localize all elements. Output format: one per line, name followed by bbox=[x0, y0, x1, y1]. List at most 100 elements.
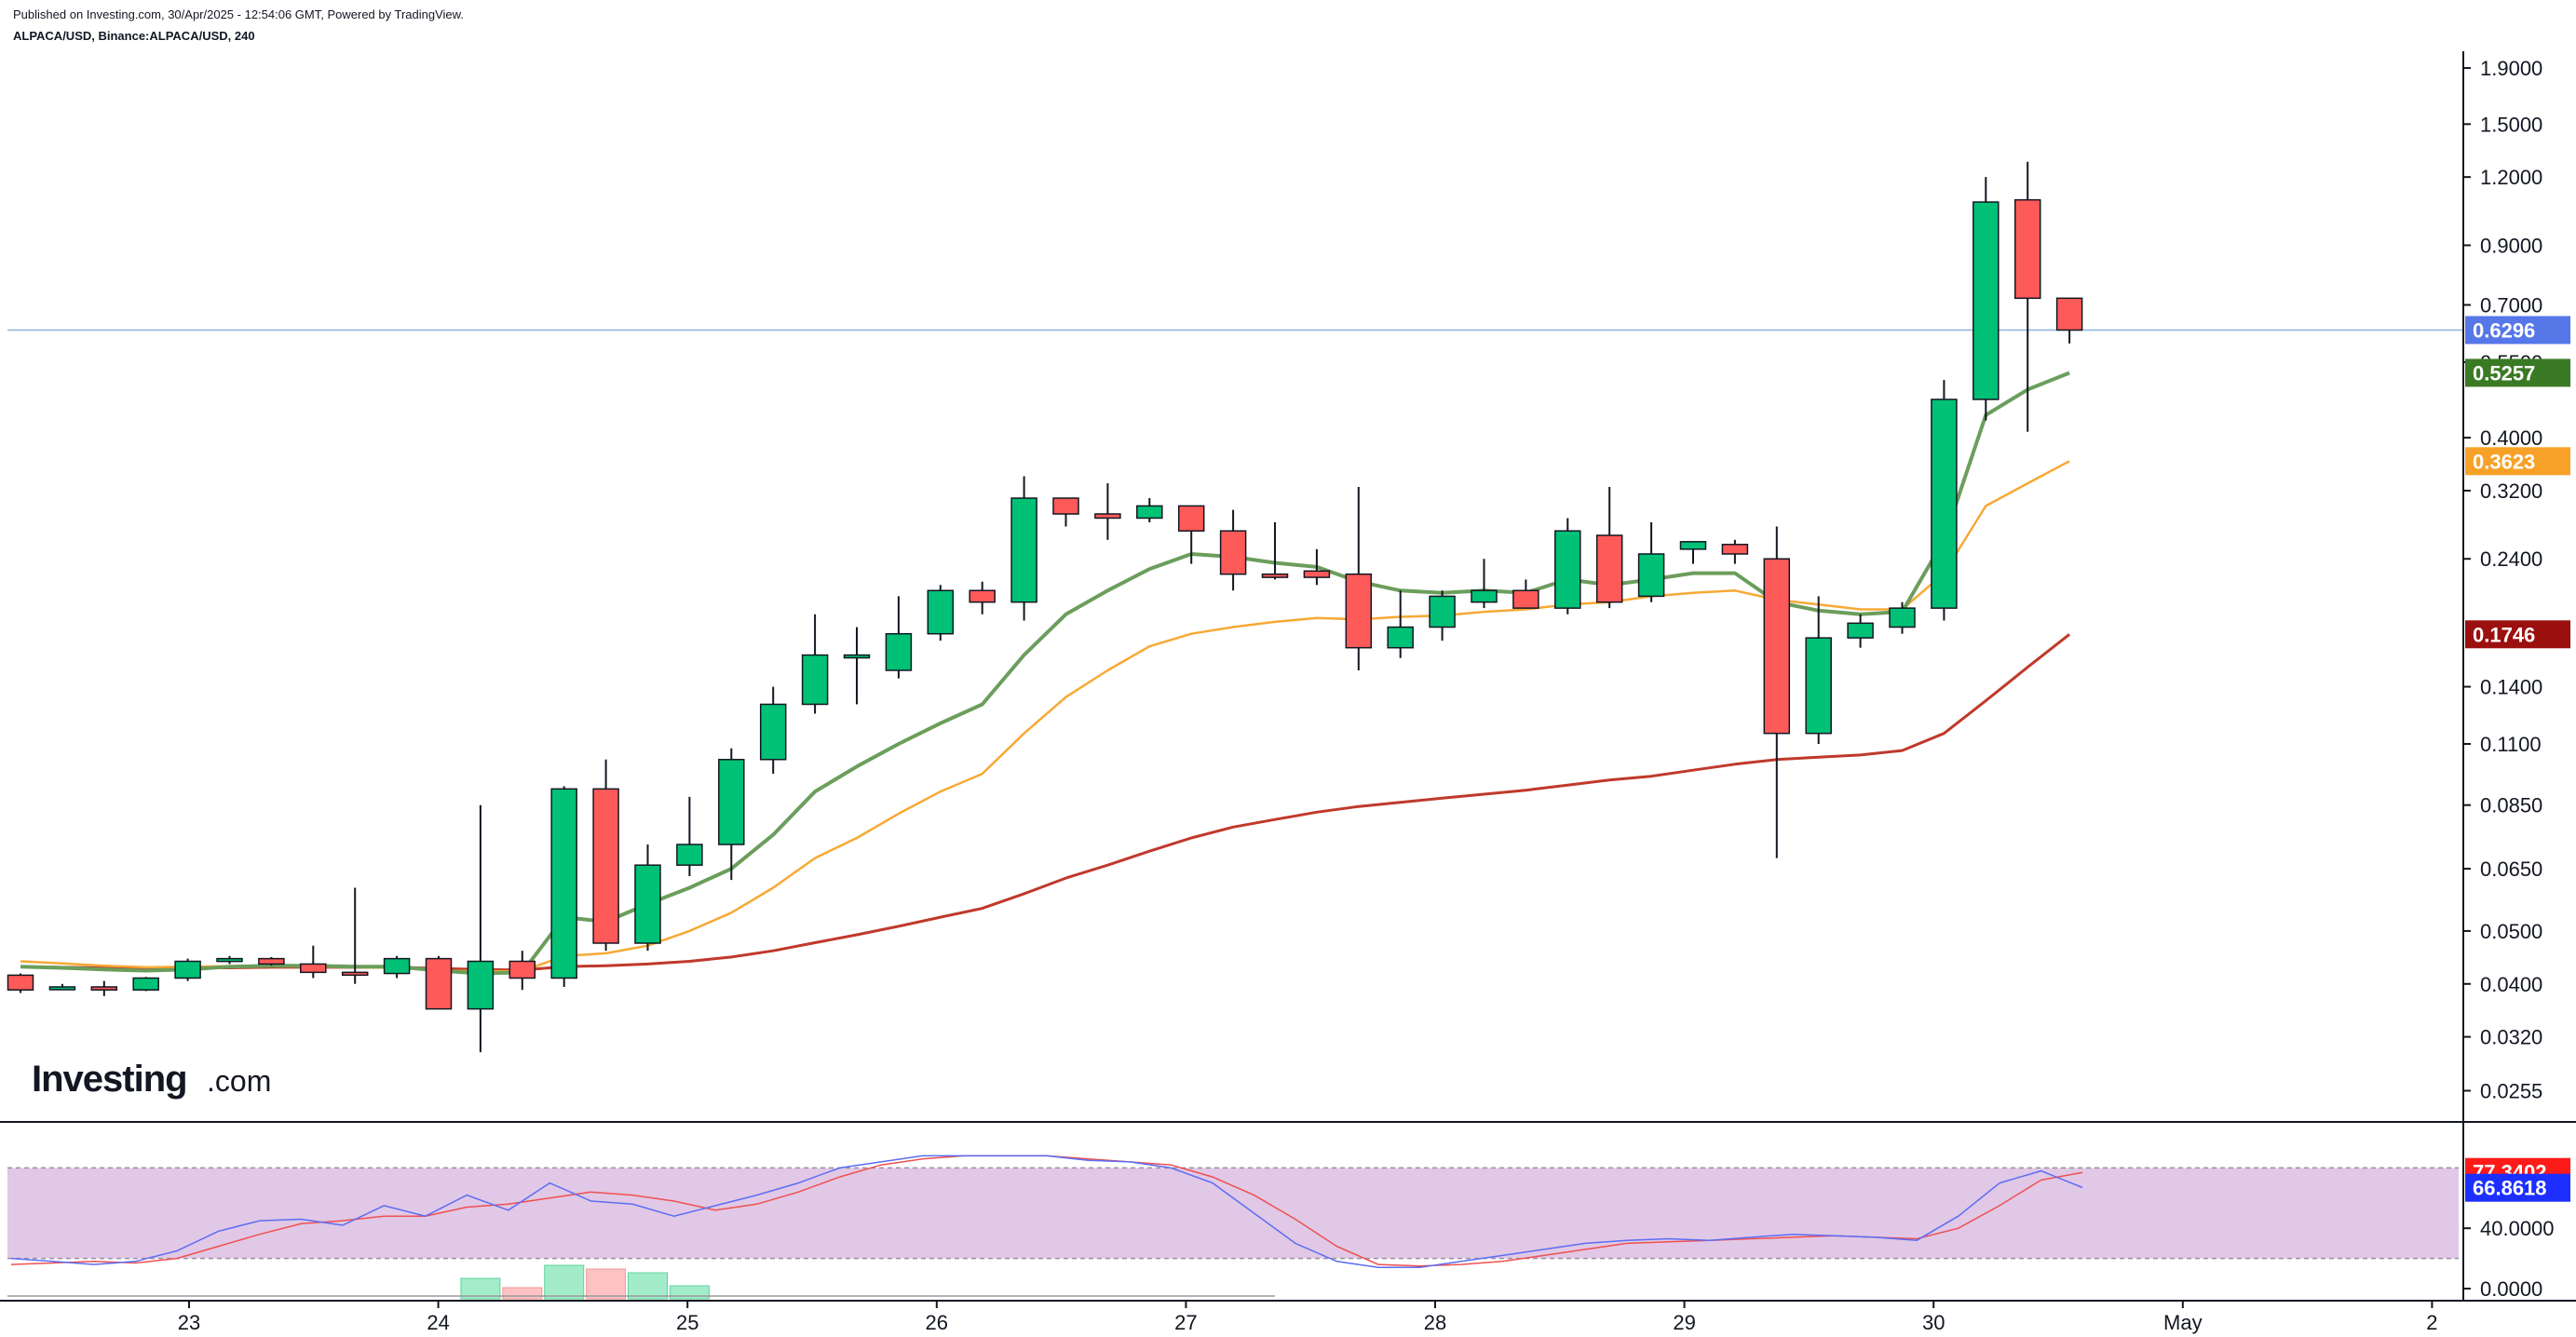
ema-fast-tag-bg bbox=[2465, 358, 2570, 387]
candle-body bbox=[1052, 497, 1079, 515]
candle-body bbox=[634, 864, 661, 944]
histogram-bar bbox=[669, 1285, 710, 1300]
candle bbox=[1303, 548, 1331, 586]
price-tick-label: 0.1400 bbox=[2480, 676, 2542, 699]
histogram-bar bbox=[460, 1277, 501, 1300]
histogram-bar bbox=[544, 1264, 585, 1300]
time-tick-label: 28 bbox=[1424, 1311, 1446, 1334]
candle-body bbox=[1805, 637, 1832, 735]
candle bbox=[759, 686, 787, 775]
time-tick-label: 24 bbox=[427, 1311, 449, 1334]
price-tick-label: 0.3200 bbox=[2480, 479, 2542, 503]
ema-slow-tag-bg bbox=[2465, 620, 2570, 649]
candle bbox=[1889, 601, 1916, 634]
ema-fast-tag: 0.5257 bbox=[2465, 358, 2570, 387]
candle bbox=[300, 945, 327, 979]
stoch-k-tag: 66.8618 bbox=[2465, 1173, 2570, 1202]
candle-body bbox=[1931, 398, 1958, 609]
candle bbox=[676, 796, 703, 877]
price-tick-label: 0.9000 bbox=[2480, 234, 2542, 257]
ema-mid-tag: 0.3623 bbox=[2465, 447, 2570, 476]
published-note: Published on Investing.com, 30/Apr/2025 … bbox=[13, 7, 464, 21]
candle-body bbox=[1471, 589, 1498, 603]
ema-mid-tag-bg bbox=[2465, 447, 2570, 476]
price-tick-label: 0.7000 bbox=[2480, 293, 2542, 317]
candle bbox=[7, 973, 34, 993]
candle-body bbox=[1763, 558, 1791, 735]
time-tick-label: 26 bbox=[926, 1311, 948, 1334]
price-tick-label: 0.0255 bbox=[2480, 1079, 2542, 1102]
price-tick-label: 1.2000 bbox=[2480, 166, 2542, 189]
candle bbox=[1512, 579, 1539, 609]
candle-body bbox=[1219, 530, 1247, 575]
candle-body bbox=[1136, 505, 1163, 520]
candle bbox=[132, 977, 159, 992]
candle-body bbox=[1679, 541, 1707, 550]
candle bbox=[1595, 486, 1623, 609]
candle-body bbox=[1387, 626, 1414, 649]
stochastic-histogram bbox=[7, 1264, 1275, 1300]
price-tick-label: 0.4000 bbox=[2480, 426, 2542, 450]
ema-mid-tag-text: 0.3623 bbox=[2473, 450, 2535, 473]
candle-body bbox=[341, 971, 369, 977]
candle-body bbox=[1303, 570, 1331, 578]
candle-body bbox=[1973, 201, 2000, 400]
ema-slow-tag: 0.1746 bbox=[2465, 620, 2570, 649]
time-tick-label: 2 bbox=[2426, 1311, 2437, 1334]
time-tick-label: 29 bbox=[1673, 1311, 1695, 1334]
candle bbox=[1094, 483, 1121, 540]
candle-body bbox=[759, 703, 787, 761]
candle bbox=[425, 955, 453, 1010]
last-price-tag-text: 0.6296 bbox=[2473, 318, 2535, 342]
candle bbox=[341, 887, 369, 984]
candle-body bbox=[801, 654, 829, 706]
candle bbox=[1387, 590, 1414, 658]
candle bbox=[467, 804, 495, 1053]
candle-body bbox=[2055, 297, 2083, 331]
symbol-title: ALPACA/USD, Binance:ALPACA/USD, 240 bbox=[13, 29, 255, 43]
candle bbox=[1805, 596, 1832, 745]
axes bbox=[0, 51, 2576, 1308]
candle-body bbox=[48, 986, 76, 991]
candle bbox=[1429, 590, 1456, 641]
candle bbox=[2013, 161, 2041, 432]
candle bbox=[1345, 486, 1373, 670]
candle-body bbox=[885, 632, 913, 671]
candle-body bbox=[216, 957, 243, 963]
last-price-tag-bg bbox=[2465, 316, 2570, 344]
candle-body bbox=[676, 844, 703, 866]
stochastic-band bbox=[7, 1167, 2459, 1260]
candle bbox=[1763, 526, 1791, 858]
price-tick-label: 0.0320 bbox=[2480, 1026, 2542, 1049]
candle bbox=[1721, 539, 1749, 564]
candle bbox=[1010, 476, 1037, 621]
stochastic-k-line bbox=[10, 1155, 2083, 1269]
candle-body bbox=[1345, 573, 1373, 649]
candle-body bbox=[132, 977, 159, 991]
candle-body bbox=[1512, 589, 1539, 609]
price-tick-label: 0.0500 bbox=[2480, 920, 2542, 943]
price-tick-label: 0.0650 bbox=[2480, 858, 2542, 881]
candle-body bbox=[2013, 198, 2041, 300]
candle-body bbox=[174, 960, 201, 979]
osc-tick-label: 0.0000 bbox=[2480, 1277, 2542, 1301]
investing-logo: Investing .com bbox=[32, 1059, 271, 1100]
ema-mid-line bbox=[20, 460, 2070, 973]
candle bbox=[843, 627, 871, 705]
candle-body bbox=[1889, 607, 1916, 628]
ema-slow-tag-text: 0.1746 bbox=[2473, 623, 2535, 646]
moving-average-lines bbox=[20, 371, 2071, 976]
overbought-oversold-band bbox=[7, 1168, 2459, 1259]
histogram-bar bbox=[502, 1287, 543, 1300]
time-tick-label: 27 bbox=[1174, 1311, 1197, 1334]
candle bbox=[1177, 505, 1205, 564]
candle-body bbox=[1637, 553, 1665, 598]
candle-body bbox=[90, 986, 118, 991]
candle-body bbox=[1721, 544, 1749, 555]
candle-body bbox=[1595, 534, 1623, 603]
last-price-tag: 0.6296 bbox=[2465, 316, 2570, 344]
candle bbox=[885, 596, 913, 679]
candle bbox=[1052, 497, 1079, 527]
candle bbox=[1261, 521, 1289, 580]
